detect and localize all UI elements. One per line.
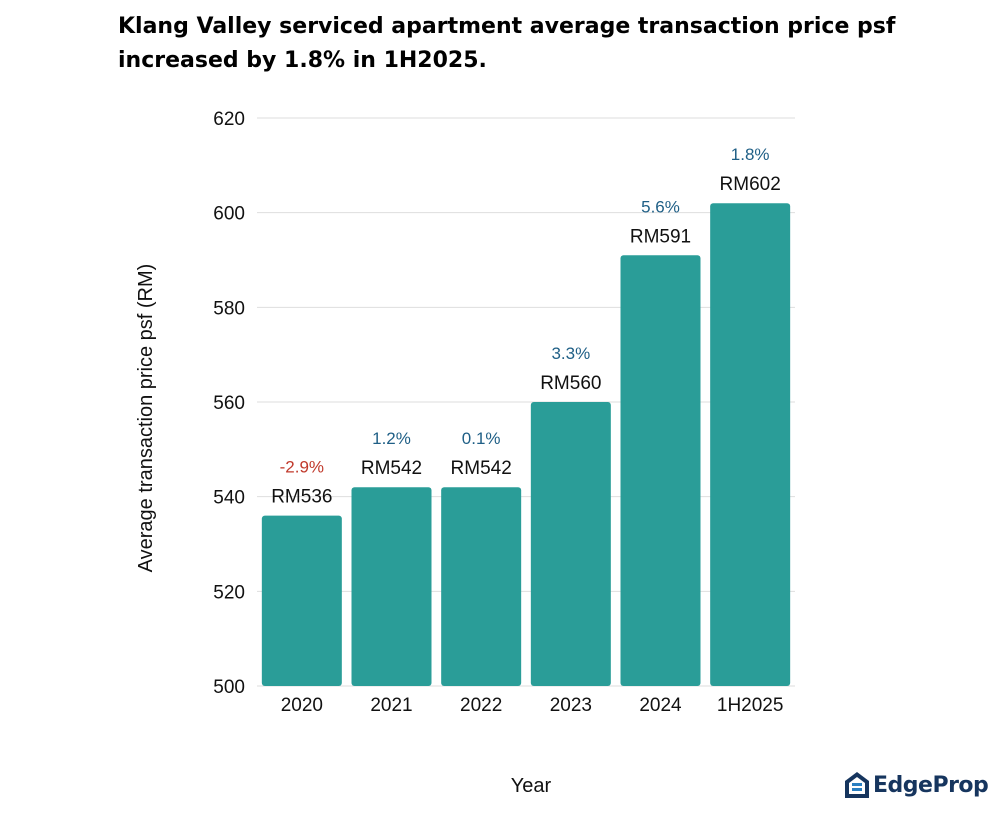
change-label: -2.9% (280, 458, 324, 477)
bar-2022 (441, 487, 522, 686)
x-tick-label: 1H2025 (717, 695, 784, 716)
y-tick-label: 500 (213, 677, 245, 698)
bar-1h2025 (710, 203, 791, 686)
y-tick-label: 580 (213, 298, 245, 319)
bar-2020 (261, 515, 342, 686)
y-tick-label: 540 (213, 488, 245, 509)
y-tick-label: 520 (213, 582, 245, 603)
gridlines (257, 117, 795, 687)
chart-title: Klang Valley serviced apartment average … (118, 14, 896, 73)
x-tick-label: 2021 (370, 695, 412, 716)
bars (261, 203, 791, 686)
y-tick-label: 620 (213, 109, 245, 130)
x-tick-label: 2022 (460, 695, 502, 716)
change-label: 1.2% (372, 429, 411, 448)
bar-2021 (351, 487, 432, 686)
y-axis-title: Average transaction price psf (RM) (135, 264, 157, 573)
value-label: RM542 (361, 458, 422, 479)
change-label: 5.6% (641, 197, 680, 216)
house-icon (845, 772, 869, 798)
y-tick-label: 560 (213, 393, 245, 414)
x-axis-title: Year (511, 775, 552, 797)
change-label: 1.8% (731, 145, 770, 164)
change-label: 3.3% (551, 344, 590, 363)
value-label: RM536 (271, 487, 332, 508)
x-tick-label: 2020 (281, 695, 323, 716)
y-axis-ticks: 500 520 540 560 580 600 620 (213, 109, 245, 698)
value-label: RM560 (540, 373, 601, 394)
value-label: RM542 (451, 458, 512, 479)
data-labels: RM536 -2.9% RM542 1.2% RM542 0.1% RM560 3.3% RM5… (271, 145, 781, 507)
brand-name: EdgeProp (873, 772, 989, 798)
x-axis-ticks: 2020 2021 2022 2023 2024 1H2025 (281, 695, 784, 716)
bar-2023 (530, 402, 611, 686)
value-label: RM591 (630, 226, 691, 247)
x-tick-label: 2023 (550, 695, 592, 716)
y-tick-label: 600 (213, 204, 245, 225)
bar-2024 (620, 255, 701, 686)
value-label: RM602 (720, 174, 781, 195)
x-tick-label: 2024 (639, 695, 682, 716)
change-label: 0.1% (462, 429, 501, 448)
edgeprop-logo: EdgeProp (843, 767, 989, 803)
